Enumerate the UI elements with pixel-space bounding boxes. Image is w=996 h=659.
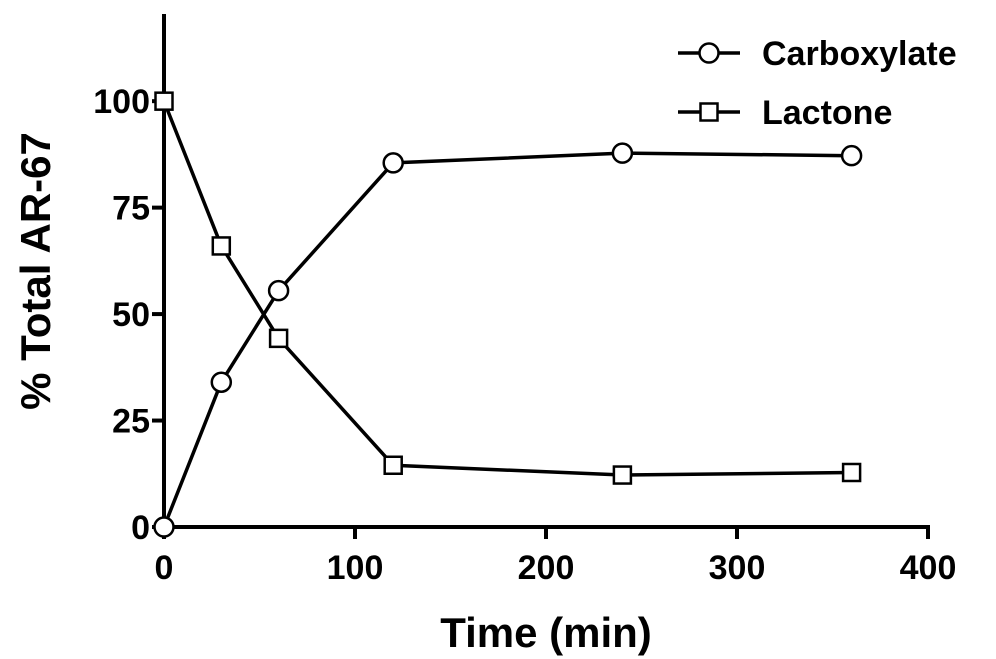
data-point-lactone	[841, 462, 862, 483]
data-point-lactone	[612, 465, 633, 485]
data-point-carboxylate	[267, 279, 290, 302]
y-tick-label: 0	[131, 509, 150, 547]
x-tick-label: 400	[900, 549, 957, 587]
axes	[162, 14, 930, 529]
data-point-carboxylate	[840, 144, 863, 167]
legend-label-carboxylate: Carboxylate	[762, 35, 957, 73]
x-tick-label: 0	[155, 549, 174, 587]
data-point-lactone	[268, 328, 289, 349]
data-point-lactone	[154, 91, 174, 111]
x-tick-label: 200	[518, 549, 575, 587]
legend-item-carboxylate: Carboxylate	[678, 35, 957, 73]
data-point-carboxylate	[210, 371, 233, 393]
y-tick-label: 50	[112, 296, 150, 334]
y-tick-label: 25	[112, 403, 150, 441]
y-axis-title: % Total AR-67	[12, 132, 59, 410]
legend: Carboxylate Lactone	[678, 35, 957, 132]
legend-marker-carboxylate	[698, 42, 720, 64]
series-line-carboxylate	[162, 151, 852, 528]
x-tick-label: 300	[709, 549, 766, 587]
series-carboxylate	[153, 142, 863, 538]
series-lactone	[154, 91, 862, 485]
ticks: 0 100 200 300 400 0 25 50 75 100	[93, 83, 956, 587]
series-line-lactone	[162, 100, 852, 477]
data-point-carboxylate	[153, 516, 175, 538]
data-point-lactone	[211, 236, 232, 256]
data-point-carboxylate	[382, 152, 404, 174]
data-point-lactone	[383, 455, 403, 476]
data-point-carboxylate	[611, 142, 634, 164]
y-tick-label: 100	[93, 83, 150, 121]
series-layer	[153, 91, 863, 538]
y-tick-label: 75	[112, 190, 150, 228]
x-tick-label: 100	[327, 549, 384, 587]
legend-label-lactone: Lactone	[762, 94, 892, 132]
legend-item-lactone: Lactone	[678, 94, 892, 132]
legend-marker-lactone	[699, 102, 719, 122]
x-axis-title: Time (min)	[440, 609, 652, 656]
